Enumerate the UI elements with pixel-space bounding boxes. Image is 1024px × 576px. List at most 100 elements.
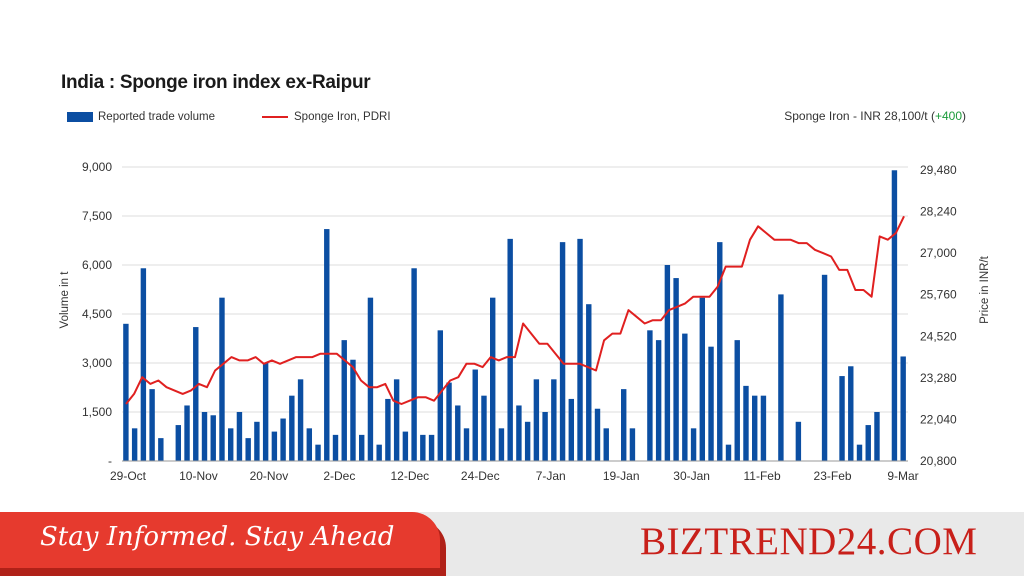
volume-bar — [524, 421, 531, 461]
x-tick-label: 30-Jan — [673, 469, 710, 483]
volume-bar — [900, 356, 906, 461]
volume-bar — [542, 412, 548, 461]
volume-bar — [778, 294, 784, 461]
volume-bar — [603, 428, 609, 461]
volume-bar — [472, 369, 478, 461]
volume-bar — [760, 395, 767, 461]
volume-bar — [175, 425, 182, 461]
volume-bar — [463, 428, 470, 461]
left-tick-label: - — [108, 454, 112, 468]
volume-bar — [367, 297, 374, 461]
price-note: Sponge Iron - INR 28,100/t (+400) — [784, 109, 966, 123]
volume-bar — [865, 425, 871, 461]
volume-bar — [123, 323, 129, 461]
right-tick-label: 29,480 — [920, 163, 957, 177]
volume-bar — [856, 444, 863, 461]
x-tick-label: 24-Dec — [461, 469, 500, 483]
volume-bar — [498, 428, 505, 461]
tagline-banner — [0, 512, 440, 568]
volume-bar — [629, 428, 636, 461]
volume-bar — [306, 428, 313, 461]
price-note-suffix: ) — [962, 109, 966, 123]
volume-bar — [568, 398, 575, 461]
price-note-prefix: Sponge Iron - INR 28,100/t ( — [784, 109, 935, 123]
x-tick-label: 29-Oct — [110, 469, 147, 483]
volume-bar — [743, 385, 749, 461]
volume-bar — [586, 304, 592, 461]
volume-bar — [158, 438, 164, 461]
chart-title: India : Sponge iron index ex-Raipur — [61, 72, 371, 93]
x-tick-label: 10-Nov — [179, 469, 218, 483]
volume-bar — [332, 434, 339, 461]
volume-bar — [402, 431, 409, 461]
price-note-change: +400 — [934, 109, 962, 123]
left-tick-label: 9,000 — [82, 160, 112, 174]
right-tick-label: 24,520 — [920, 329, 957, 343]
legend-price: Sponge Iron, PDRI — [262, 111, 391, 123]
volume-bar — [193, 327, 199, 461]
volume-bar — [280, 418, 286, 461]
volume-bar — [734, 340, 740, 461]
left-tick-label: 4,500 — [82, 307, 112, 321]
chart-canvas: 9,000 7,500 6,000 4,500 3,000 1,500 - 29,480 28,… — [59, 160, 991, 483]
volume-bar — [201, 412, 208, 461]
volume-bar — [594, 408, 601, 461]
volume-bar — [655, 340, 662, 461]
right-tick-label: 20,800 — [920, 454, 957, 468]
volume-bar — [350, 359, 356, 461]
legend-volume: Reported trade volume — [67, 111, 215, 123]
legend-bar-swatch — [67, 112, 93, 122]
volume-bar — [821, 274, 828, 461]
volume-bar — [271, 431, 278, 461]
volume-bar — [533, 379, 540, 461]
right-tick-label: 27,000 — [920, 246, 957, 260]
volume-bar — [254, 421, 260, 461]
volume-bar — [673, 278, 679, 461]
volume-bar — [516, 405, 522, 461]
left-tick-label: 6,000 — [82, 258, 112, 272]
volume-bar — [428, 434, 435, 461]
volume-bar — [848, 366, 854, 461]
volume-bar — [725, 444, 732, 461]
volume-bar — [385, 398, 391, 461]
volume-bar — [490, 297, 496, 461]
volume-bar — [359, 434, 365, 461]
right-tick-label: 28,240 — [920, 205, 957, 219]
volume-bar — [446, 382, 452, 461]
x-tick-label: 20-Nov — [250, 469, 289, 483]
right-tick-label: 22,040 — [920, 412, 957, 426]
x-tick-label: 11-Feb — [744, 469, 781, 483]
x-tick-label: 12-Dec — [390, 469, 429, 483]
volume-bar — [149, 389, 155, 461]
volume-bar — [795, 421, 802, 461]
tagline-text: Stay Informed. Stay Ahead — [40, 522, 395, 552]
volume-bar — [577, 238, 583, 461]
volume-bar — [341, 340, 347, 461]
volume-bar — [219, 297, 225, 461]
volume-bar — [621, 389, 627, 461]
volume-bar — [420, 434, 426, 461]
right-axis-title: Price in INR/t — [979, 255, 991, 324]
volume-bar — [245, 438, 251, 461]
volume-bar — [289, 395, 295, 461]
volume-bar — [411, 268, 417, 461]
volume-bar — [551, 379, 557, 461]
legend-volume-label: Reported trade volume — [98, 111, 215, 123]
legend-line-swatch — [262, 116, 288, 118]
volume-bar — [717, 242, 723, 461]
volume-bar — [236, 412, 243, 461]
volume-bar — [437, 330, 444, 461]
volume-bar — [455, 405, 461, 461]
volume-bar — [297, 379, 304, 461]
left-tick-label: 3,000 — [82, 356, 112, 370]
volume-bar — [507, 238, 513, 461]
left-tick-label: 1,500 — [82, 405, 112, 419]
x-tick-label: 23-Feb — [814, 469, 852, 483]
volume-bar — [324, 229, 330, 461]
x-tick-label: 7-Jan — [536, 469, 566, 483]
right-tick-label: 23,280 — [920, 371, 957, 385]
volume-bar — [131, 428, 138, 461]
volume-bar — [664, 265, 671, 461]
right-tick-label: 25,760 — [920, 288, 957, 302]
volume-bar — [393, 379, 400, 461]
